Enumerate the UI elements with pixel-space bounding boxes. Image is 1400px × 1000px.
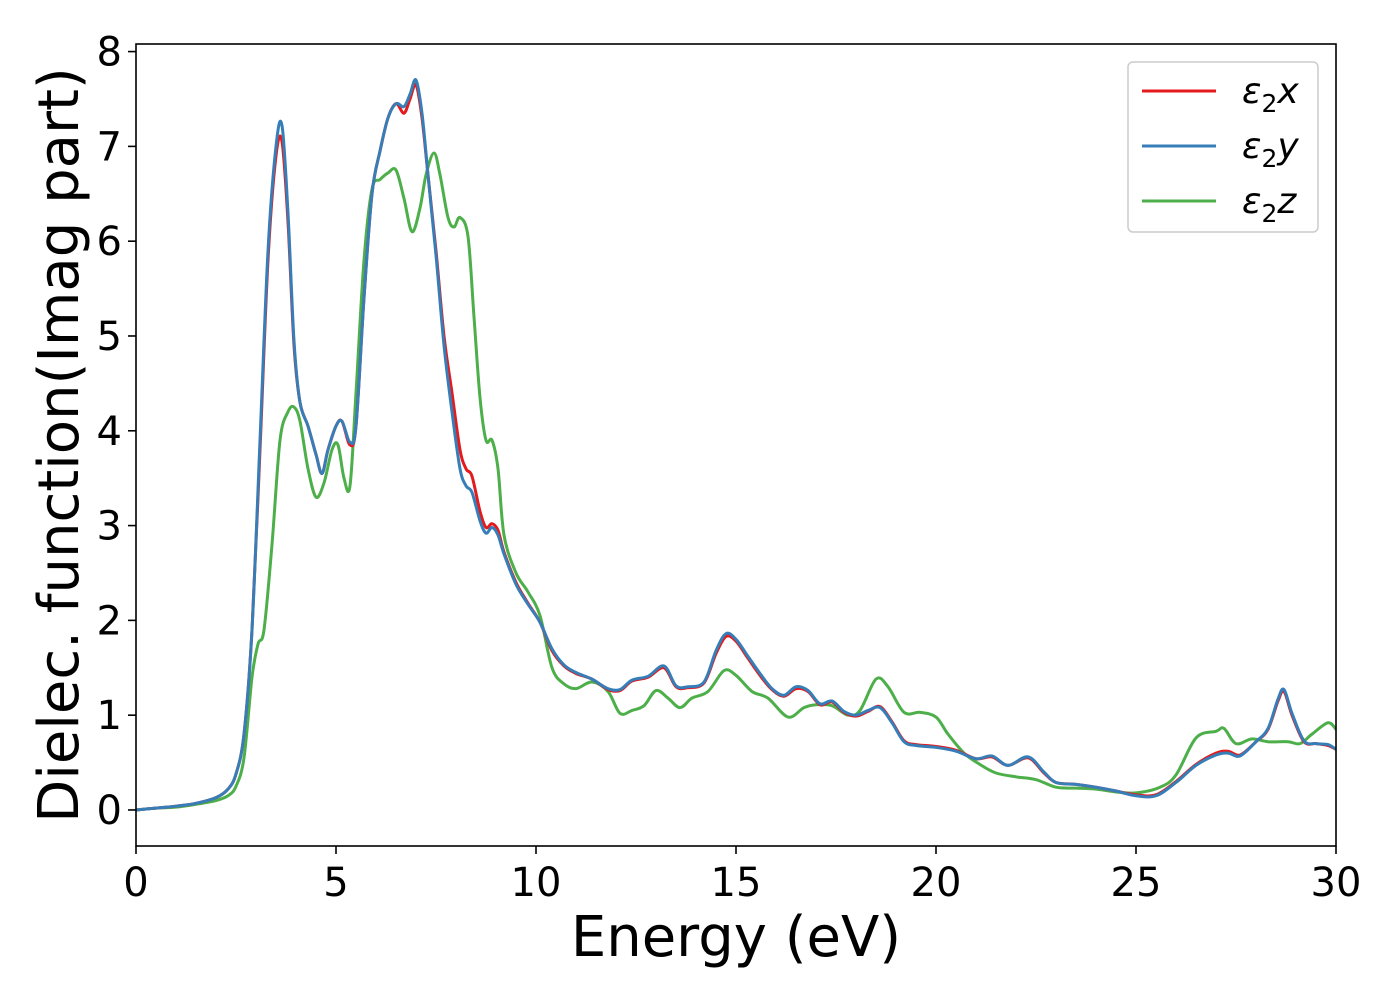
y-tick-label: 2 <box>97 598 122 644</box>
x-tick-label: 30 <box>1311 860 1362 906</box>
y-tick-label: 7 <box>97 124 122 170</box>
y-tick-label: 3 <box>97 504 122 550</box>
series-line-z <box>136 151 1336 812</box>
series-layer <box>136 78 1336 812</box>
legend-label-x: ε2x <box>1242 71 1299 118</box>
y-tick-label: 8 <box>97 30 122 76</box>
x-axis-title: Energy (eV) <box>571 905 901 970</box>
x-tick-label: 5 <box>323 860 348 906</box>
y-axis-title: Dielec. function(Imag part) <box>27 67 92 823</box>
x-tick-label: 10 <box>511 860 562 906</box>
series-line-y <box>136 78 1336 812</box>
y-axis-ticks: 0 1 2 3 4 5 6 7 8 <box>97 30 136 834</box>
x-tick-label: 20 <box>911 860 962 906</box>
legend-label-z: ε2z <box>1242 181 1297 228</box>
x-tick-label: 0 <box>123 860 148 906</box>
legend-label-y: ε2y <box>1242 126 1299 173</box>
y-tick-label: 5 <box>97 314 122 360</box>
legend: ε2x ε2y ε2z <box>1127 61 1319 233</box>
legend-box <box>1127 61 1319 233</box>
x-axis-ticks: 0 5 10 15 20 25 30 <box>123 846 1361 906</box>
y-tick-label: 4 <box>97 409 122 455</box>
x-tick-label: 25 <box>1111 860 1162 906</box>
x-tick-label: 15 <box>711 860 762 906</box>
y-tick-label: 1 <box>97 693 122 739</box>
y-tick-label: 0 <box>97 788 122 834</box>
y-tick-label: 6 <box>97 219 122 265</box>
